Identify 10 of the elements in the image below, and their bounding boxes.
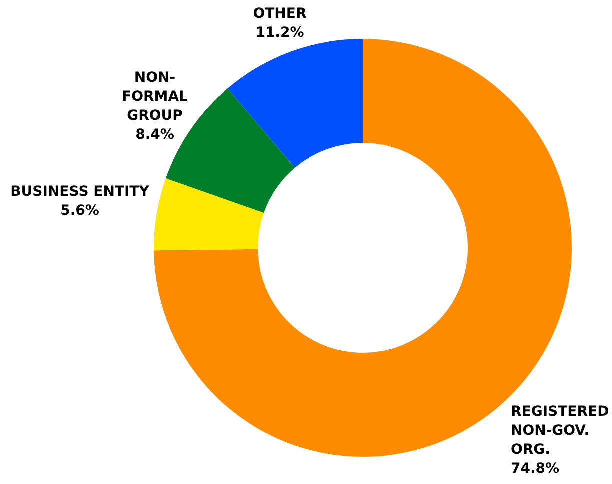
- slice-label: OTHER: [253, 6, 307, 22]
- data-label: 11.2%: [256, 25, 304, 41]
- slice-label: BUSINESS ENTITY: [10, 184, 150, 200]
- slice-label: REGISTERED NON-GOV. ORG.: [511, 404, 610, 458]
- data-label: 8.4%: [136, 127, 174, 143]
- slice-label: NON-FORMAL GROUP: [122, 70, 188, 124]
- data-label: 5.6%: [60, 203, 100, 219]
- data-label: 74.8%: [511, 461, 560, 477]
- donut-slice: [154, 178, 264, 251]
- donut-slice: [228, 39, 363, 168]
